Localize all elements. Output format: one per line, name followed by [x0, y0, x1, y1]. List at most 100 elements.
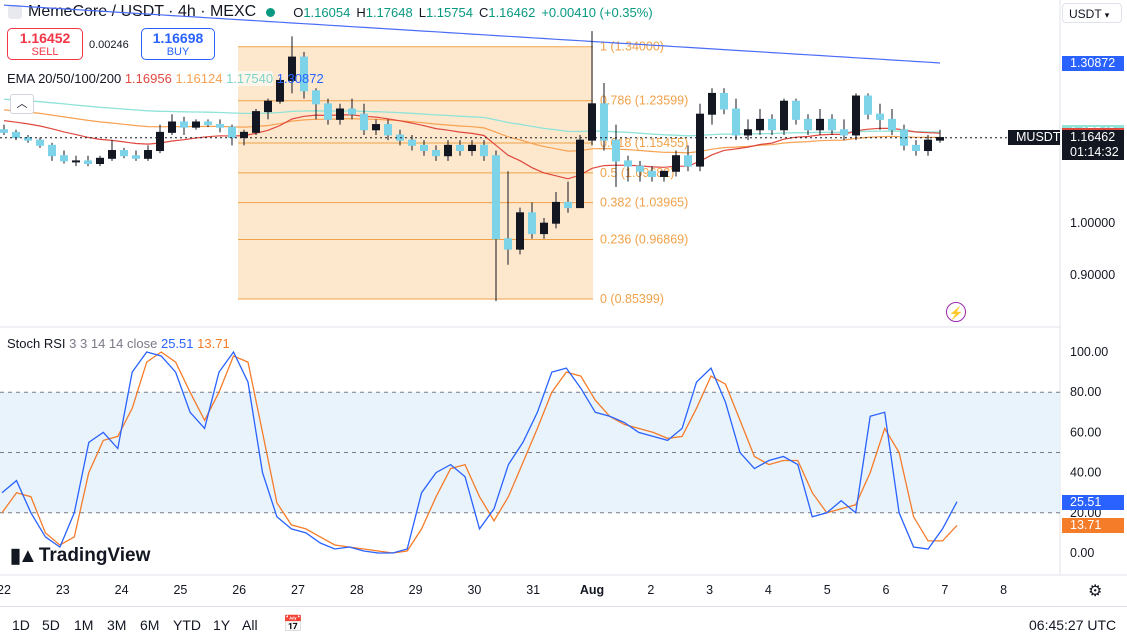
- ohlc-low-label: L: [418, 4, 426, 20]
- candle-body: [696, 113, 704, 167]
- candle-body: [132, 155, 140, 159]
- candle-body: [336, 108, 344, 120]
- candle-body: [516, 212, 524, 250]
- buy-label: BUY: [166, 46, 190, 58]
- candle-body: [204, 121, 212, 126]
- fib-retracement[interactable]: 1 (1.34000) 0.786 (1.23599) 0.618 (1.15455…: [238, 40, 688, 306]
- stoch-d-tag: 13.71: [1062, 518, 1124, 534]
- candle-body: [816, 118, 824, 131]
- settings-gear-icon[interactable]: ⚙: [1088, 583, 1103, 600]
- stoch-legend-name: Stoch RSI: [7, 336, 66, 351]
- range-button-5d[interactable]: 5D: [42, 617, 60, 633]
- fib-level-label: 0.382 (1.03965): [600, 196, 688, 210]
- range-button-3m[interactable]: 3M: [107, 617, 127, 633]
- candle-body: [12, 131, 20, 139]
- tradingview-logo-text: TradingView: [38, 544, 151, 566]
- candle-body: [780, 100, 788, 131]
- candles: [0, 31, 944, 302]
- current-price-tag: 1.16462 01:14:32: [1062, 129, 1124, 160]
- time-axis-tick: 31: [526, 583, 540, 597]
- candle-body: [528, 212, 536, 235]
- candle-body: [168, 121, 176, 133]
- candle-body: [840, 129, 848, 136]
- stoch-d-value: 13.71: [197, 336, 230, 351]
- time-axis-tick: 28: [350, 583, 364, 597]
- candle-body: [288, 56, 296, 81]
- candle-body: [84, 160, 92, 164]
- candle-body: [648, 170, 656, 177]
- candle-body: [504, 238, 512, 250]
- ohlc-close-label: C: [478, 4, 489, 20]
- ohlc-change: +0.00410 (+0.35%): [541, 4, 653, 20]
- sell-button[interactable]: 1.16452 SELL: [7, 28, 83, 60]
- candle-body: [876, 113, 884, 120]
- range-button-all[interactable]: All: [242, 617, 258, 633]
- stoch-legend-params: 3 3 14 14 close: [69, 336, 158, 351]
- buy-button[interactable]: 1.16698 BUY: [141, 28, 215, 60]
- candle-body: [240, 131, 248, 139]
- candle-body: [672, 155, 680, 172]
- candle-body: [144, 150, 152, 159]
- calendar-icon[interactable]: 📅: [283, 616, 303, 633]
- candle-body: [276, 79, 284, 102]
- buy-price: 1.16698: [152, 30, 204, 46]
- candle-body: [732, 108, 740, 136]
- chevron-down-icon: ▾: [1104, 10, 1110, 20]
- candle-body: [852, 95, 860, 136]
- ohlc-low-value: 1.15754: [425, 4, 473, 20]
- tradingview-logo[interactable]: ▮▲ TradingView: [10, 543, 150, 568]
- ohlc-close-value: 1.16462: [488, 4, 536, 20]
- utc-clock[interactable]: 06:45:27 UTC: [1029, 617, 1117, 633]
- sell-label: SELL: [31, 46, 59, 58]
- range-button-1y[interactable]: 1Y: [213, 617, 231, 633]
- range-button-1m[interactable]: 1M: [74, 617, 94, 633]
- ema100-value: 1.17540: [226, 71, 274, 86]
- candle-body: [720, 92, 728, 110]
- range-button-ytd[interactable]: YTD: [173, 617, 201, 633]
- time-axis-tick: 3: [706, 583, 713, 597]
- stoch-k-value: 25.51: [160, 336, 194, 351]
- candle-body: [480, 144, 488, 157]
- candle-body: [216, 124, 224, 128]
- range-button-6m[interactable]: 6M: [140, 617, 160, 633]
- price-chart[interactable]: 1 (1.34000) 0.786 (1.23599) 0.618 (1.15455…: [0, 0, 1127, 606]
- candle-body: [588, 103, 596, 141]
- candle-body: [708, 92, 716, 115]
- ema200-line: [3, 4, 941, 64]
- candle-body: [624, 160, 632, 167]
- current-price-value: 1.16462: [1070, 129, 1116, 144]
- chevron-up-icon: ︿: [16, 98, 28, 110]
- range-button-1d[interactable]: 1D: [12, 617, 30, 633]
- candle-body: [360, 113, 368, 131]
- symbol-tag: MUSDT: [1008, 129, 1060, 145]
- currency-selector[interactable]: USDT ▾: [1062, 3, 1122, 23]
- time-axis-tick: 22: [0, 583, 11, 597]
- candle-body: [612, 139, 620, 162]
- ohlc-readout: O1.16054 H1.17648 L1.15754 C1.16462 +0.0…: [293, 5, 652, 20]
- time-axis-tick: 24: [115, 583, 129, 597]
- time-axis-tick: 27: [291, 583, 305, 597]
- candle-body: [744, 129, 752, 136]
- stoch-axis-tick: 60.00: [1070, 425, 1101, 439]
- price-axis-tick: 1.00000: [1070, 216, 1115, 230]
- stoch-k-tag: 25.51: [1062, 494, 1124, 510]
- stoch-k-line: [1, 350, 958, 554]
- candle-body: [912, 144, 920, 152]
- candle-body: [156, 131, 164, 152]
- candle-body: [468, 144, 476, 152]
- collapse-legend-button[interactable]: ︿: [10, 94, 34, 114]
- candle-body: [36, 139, 44, 146]
- symbol-title[interactable]: MemeCore / USDT · 4h · MEXC O1.16054 H1.…: [8, 3, 653, 21]
- candle-body: [384, 124, 392, 136]
- stoch-legend[interactable]: Stoch RSI 3 3 14 14 close 25.51 13.71: [7, 336, 230, 351]
- ema50-value: 1.16124: [175, 71, 223, 86]
- currency-label: USDT: [1069, 7, 1102, 21]
- lightning-icon[interactable]: ⚡: [946, 302, 966, 322]
- ohlc-open-label: O: [293, 4, 304, 20]
- time-axis-tick: 7: [941, 583, 948, 597]
- time-axis-tick: 25: [173, 583, 187, 597]
- candle-body: [888, 118, 896, 131]
- ema-legend[interactable]: EMA 20/50/100/200 1.16956 1.16124 1.1754…: [7, 71, 324, 86]
